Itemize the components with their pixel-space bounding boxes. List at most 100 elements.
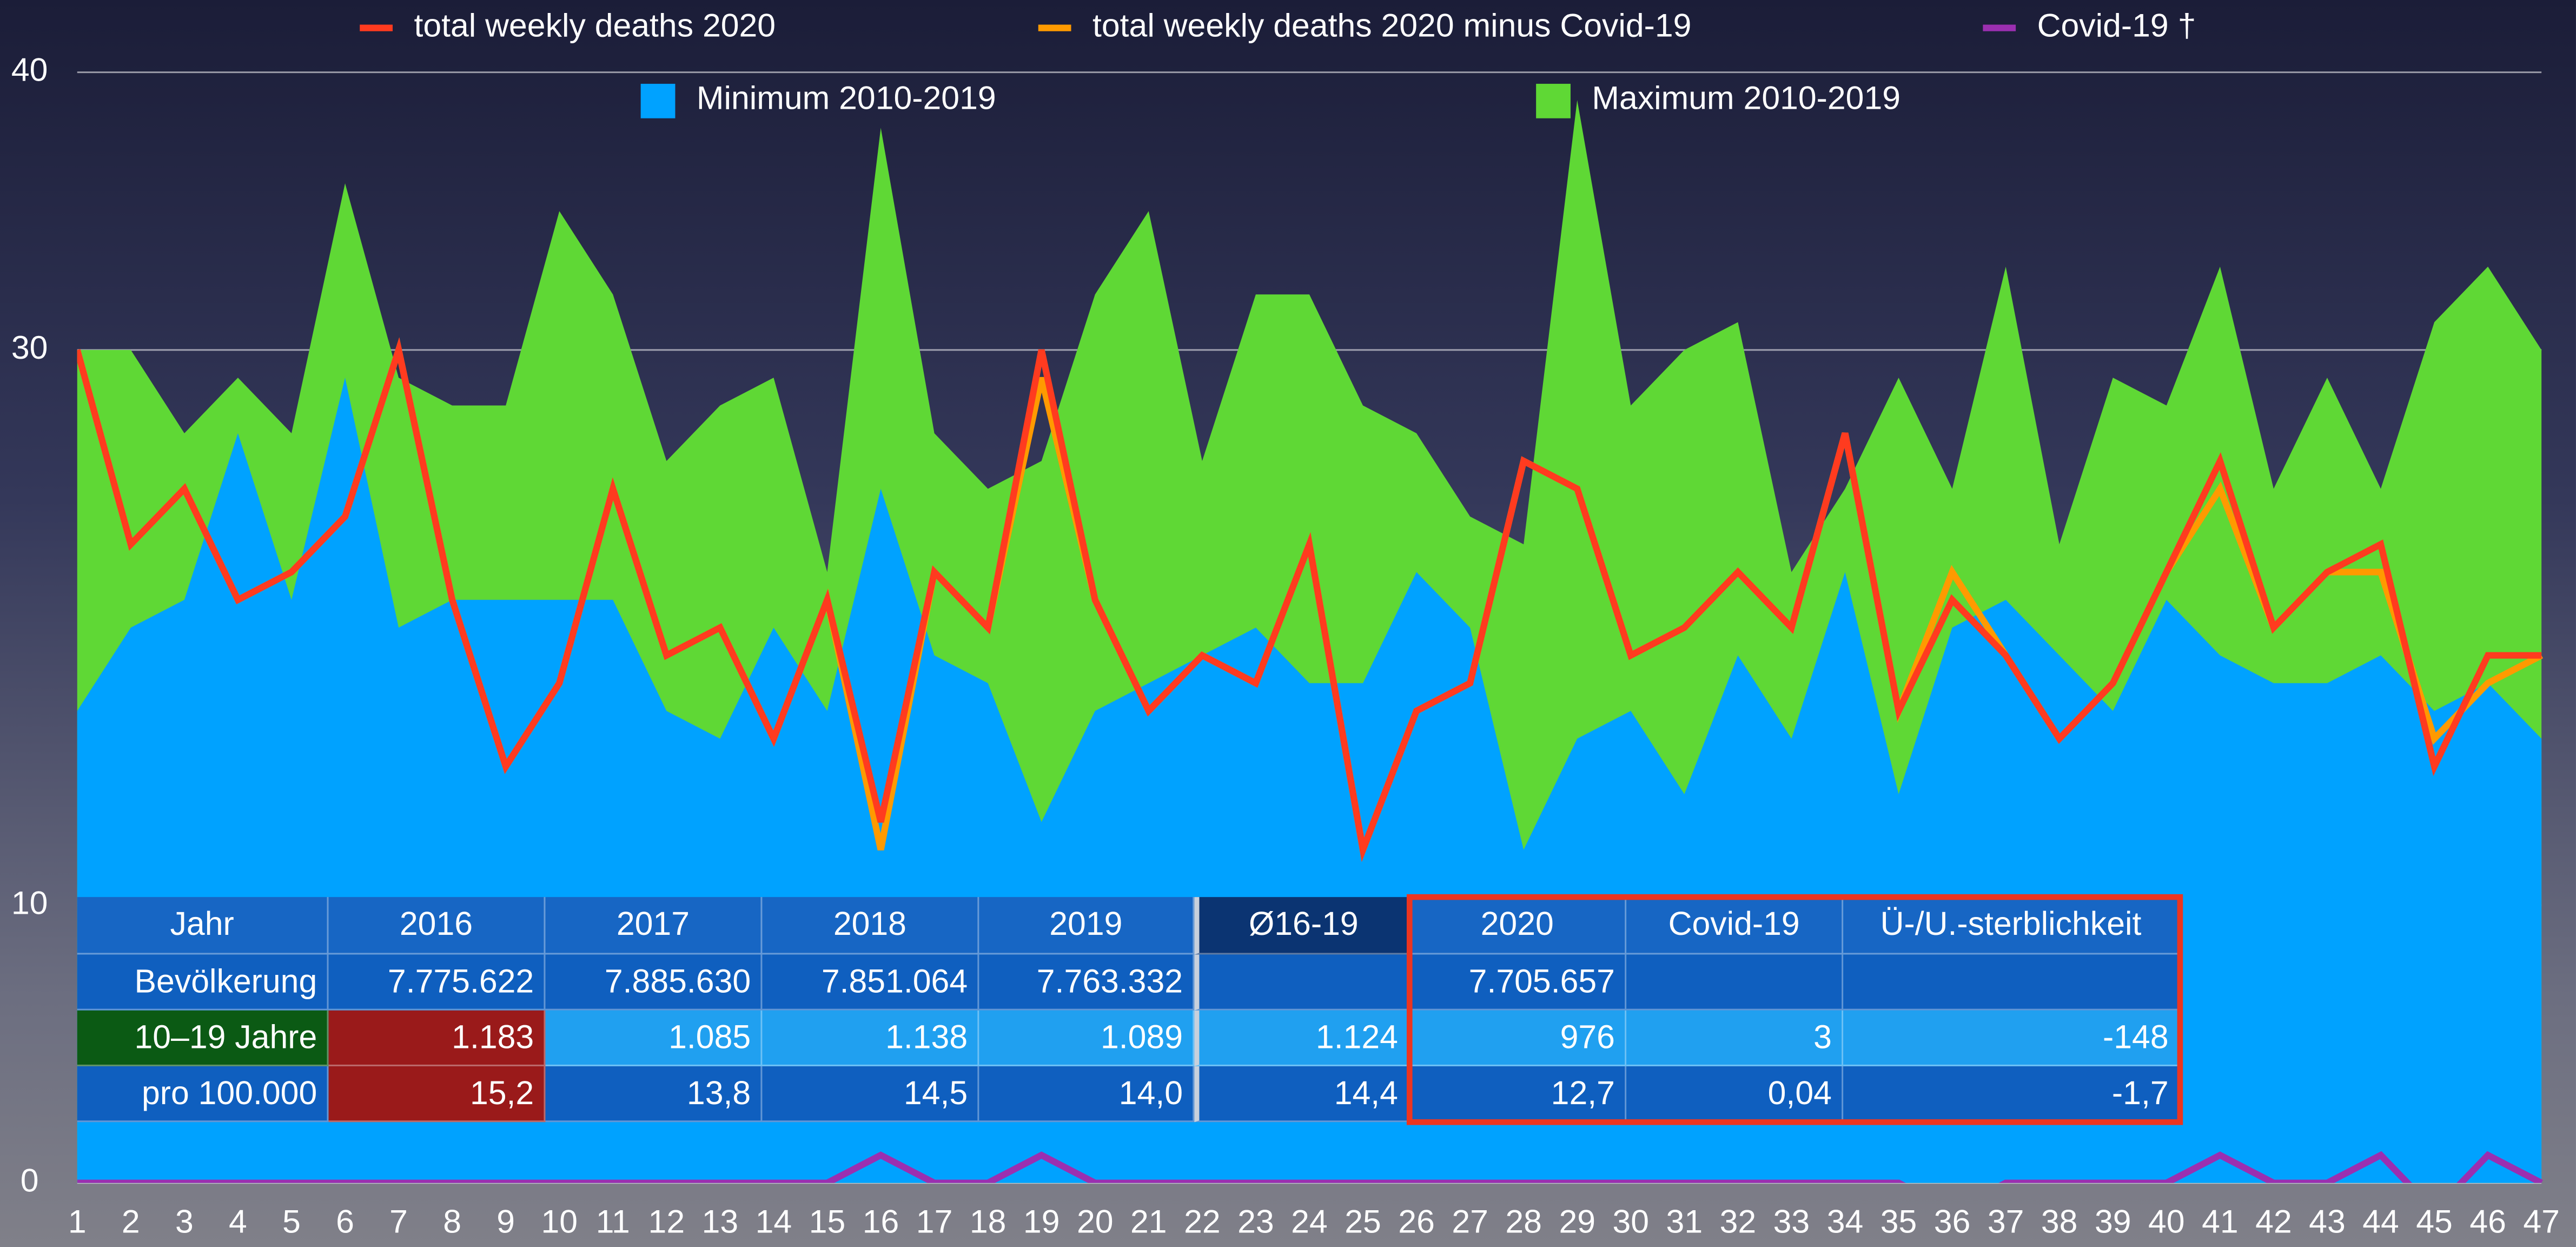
table-cell: 0,04	[1626, 1066, 1844, 1123]
legend-label: Minimum 2010-2019	[697, 79, 996, 116]
y-tick-label: 10	[11, 884, 48, 921]
x-tick-label: 46	[2469, 1203, 2506, 1240]
x-tick-label: 41	[2202, 1203, 2239, 1240]
x-tick-label: 24	[1291, 1203, 1328, 1240]
table-cell: Ü-/U.-sterblichkeit	[1843, 897, 2180, 955]
legend-label: total weekly deaths 2020 minus Covid-19	[1092, 7, 1691, 44]
x-tick-label: 44	[2362, 1203, 2399, 1240]
table-cell: -1,7	[1843, 1066, 2180, 1123]
table-cell: 2018	[762, 897, 979, 955]
y-tick-label: 30	[11, 329, 48, 366]
x-tick-label: 27	[1452, 1203, 1488, 1240]
table-cell: 7.851.064	[762, 954, 979, 1011]
x-tick-label: 29	[1559, 1203, 1595, 1240]
highlight-box	[1406, 894, 2183, 1125]
table-cell: 7.885.630	[545, 954, 763, 1011]
x-tick-label: 7	[389, 1203, 408, 1240]
x-tick-label: 1	[68, 1203, 87, 1240]
x-tick-label: 37	[1988, 1203, 2024, 1240]
x-tick-label: 12	[648, 1203, 685, 1240]
y-tick-label: 40	[11, 51, 48, 88]
legend-label: total weekly deaths 2020	[414, 7, 776, 44]
table-cell: Jahr	[77, 897, 329, 955]
x-tick-label: 42	[2255, 1203, 2292, 1240]
table-cell: 2016	[328, 897, 546, 955]
line	[77, 337, 2542, 862]
table-cell: 10–19 Jahre	[77, 1010, 329, 1066]
table-cell: 7.705.657	[1409, 954, 1627, 1011]
x-tick-label: 38	[2041, 1203, 2078, 1240]
x-tick-label: 11	[596, 1203, 630, 1240]
x-tick-label: 47	[2523, 1203, 2560, 1240]
legend-label: Covid-19 †	[2037, 7, 2196, 44]
x-tick-label: 20	[1077, 1203, 1114, 1240]
x-tick-label: 34	[1827, 1203, 1864, 1240]
x-tick-label: 43	[2309, 1203, 2346, 1240]
table-cell: 13,8	[545, 1066, 763, 1123]
x-tick-label: 28	[1505, 1203, 1542, 1240]
x-tick-label: 26	[1398, 1203, 1435, 1240]
x-tick-label: 5	[282, 1203, 301, 1240]
legend-swatch	[1983, 24, 2016, 31]
table-cell	[1843, 954, 2180, 1011]
x-tick-label: 23	[1237, 1203, 1274, 1240]
table-cell: 14,0	[979, 1066, 1195, 1123]
x-tick-label: 22	[1184, 1203, 1221, 1240]
legend-swatch	[640, 83, 676, 118]
x-tick-label: 13	[702, 1203, 739, 1240]
x-tick-label: 39	[2095, 1203, 2131, 1240]
x-tick-label: 8	[443, 1203, 461, 1240]
table-cell: 1.183	[328, 1010, 546, 1066]
x-tick-label: 33	[1773, 1203, 1810, 1240]
x-tick-label: 17	[916, 1203, 953, 1240]
x-tick-label: 15	[809, 1203, 846, 1240]
x-tick-label: 3	[175, 1203, 194, 1240]
table-cell: 1.085	[545, 1010, 763, 1066]
x-tick-label: 31	[1666, 1203, 1703, 1240]
legend-swatch	[1038, 24, 1071, 31]
table-cell: -148	[1843, 1010, 2180, 1066]
table-cell: 15,2	[328, 1066, 546, 1123]
table-cell: Bevölkerung	[77, 954, 329, 1011]
table-cell: 1.089	[979, 1010, 1195, 1066]
x-tick-label: 2	[122, 1203, 140, 1240]
x-tick-label: 6	[336, 1203, 354, 1240]
table-cell: 976	[1409, 1010, 1627, 1066]
x-tick-label: 25	[1345, 1203, 1381, 1240]
table-cell: 14,4	[1194, 1066, 1410, 1123]
x-tick-label: 32	[1720, 1203, 1757, 1240]
table-cell: 2020	[1409, 897, 1627, 955]
x-tick-label: 45	[2416, 1203, 2453, 1240]
x-tick-label: 14	[756, 1203, 792, 1240]
x-tick-label: 9	[496, 1203, 515, 1240]
table-cell	[1626, 954, 1844, 1011]
table-cell: 14,5	[762, 1066, 979, 1123]
legend-label: Maximum 2010-2019	[1592, 79, 1900, 116]
table-cell: 2017	[545, 897, 763, 955]
legend-swatch	[1536, 83, 1571, 118]
table-cell: pro 100.000	[77, 1066, 329, 1123]
x-tick-label: 19	[1023, 1203, 1060, 1240]
x-tick-label: 35	[1880, 1203, 1917, 1240]
table-cell: 7.775.622	[328, 954, 546, 1011]
legend-swatch	[360, 24, 393, 31]
table-cell: 1.124	[1194, 1010, 1410, 1066]
y-tick-label: 0	[21, 1162, 39, 1199]
x-tick-label: 4	[229, 1203, 247, 1240]
table-cell: 2019	[979, 897, 1195, 955]
table-cell	[1194, 954, 1410, 1011]
table-cell: 7.763.332	[979, 954, 1195, 1011]
table-cell: Ø16-19	[1194, 897, 1410, 955]
x-tick-label: 10	[541, 1203, 578, 1240]
x-tick-label: 40	[2148, 1203, 2185, 1240]
table-cell: 3	[1626, 1010, 1844, 1066]
x-tick-label: 16	[863, 1203, 899, 1240]
x-tick-label: 21	[1130, 1203, 1167, 1240]
table-cell: Covid-19	[1626, 897, 1844, 955]
x-tick-label: 36	[1934, 1203, 1971, 1240]
x-tick-label: 18	[970, 1203, 1006, 1240]
table-cell: 1.138	[762, 1010, 979, 1066]
x-tick-label: 30	[1612, 1203, 1649, 1240]
